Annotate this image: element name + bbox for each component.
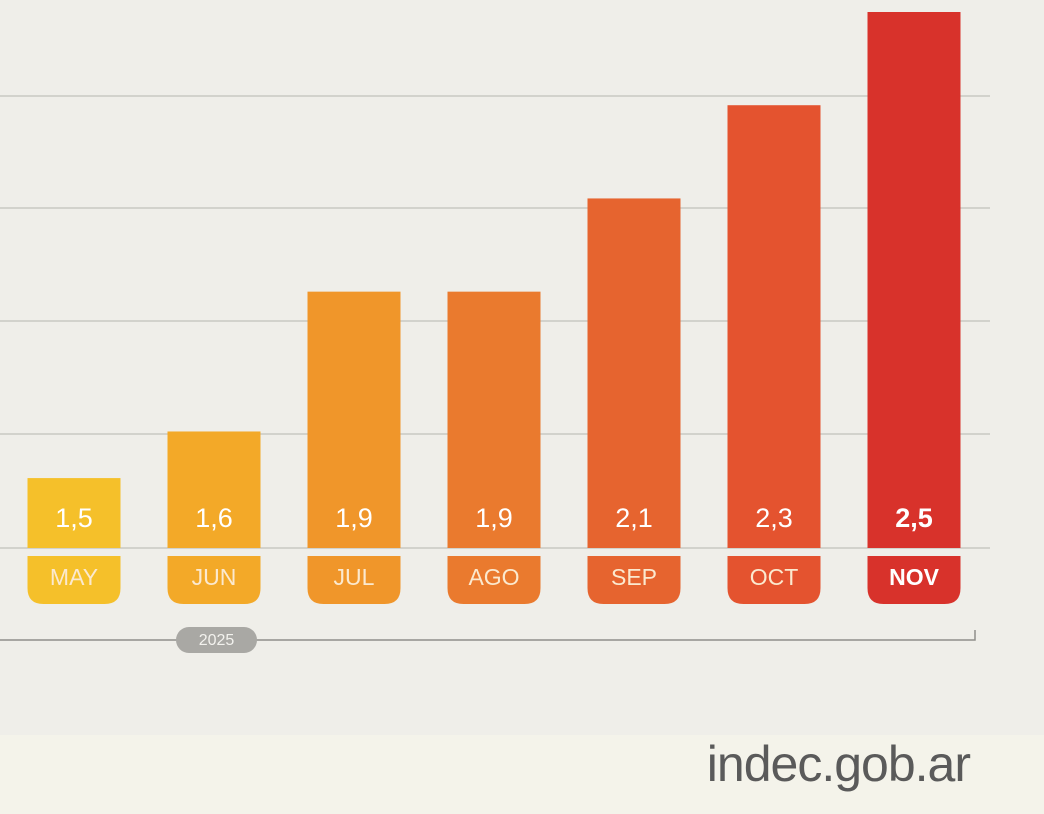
category-pill: [867, 556, 961, 604]
value-label: 2,3: [755, 503, 793, 533]
bar: [307, 291, 401, 548]
x-tick-label: MAY: [50, 564, 98, 590]
value-label: 1,5: [55, 503, 93, 533]
footer-band: [0, 735, 1044, 814]
category-pill: [727, 556, 821, 604]
period-pill: [176, 627, 257, 653]
bar: [587, 198, 681, 548]
x-tick-label: NOV: [889, 564, 940, 590]
value-label: 1,9: [335, 503, 373, 533]
value-label: 1,9: [475, 503, 513, 533]
x-tick-label: JUN: [192, 564, 237, 590]
category-pill: [27, 556, 121, 604]
value-label: 1,6: [195, 503, 233, 533]
x-tick-label: JUL: [334, 564, 375, 590]
value-label: 2,5: [895, 503, 933, 533]
bar: [867, 12, 961, 548]
source-logo: indec.gob.ar: [707, 736, 971, 792]
bar: [447, 291, 541, 548]
category-pill: [587, 556, 681, 604]
x-tick-label: OCT: [750, 564, 799, 590]
bar: [27, 478, 121, 548]
value-label: 2,1: [615, 503, 653, 533]
category-pill: [167, 556, 261, 604]
bar: [167, 431, 261, 548]
period-axis: [0, 630, 976, 641]
category-pill: [307, 556, 401, 604]
bar: [727, 105, 821, 548]
category-pill: [447, 556, 541, 604]
x-tick-label: AGO: [468, 564, 519, 590]
period-label: 2025: [199, 632, 235, 649]
x-tick-label: SEP: [611, 564, 657, 590]
